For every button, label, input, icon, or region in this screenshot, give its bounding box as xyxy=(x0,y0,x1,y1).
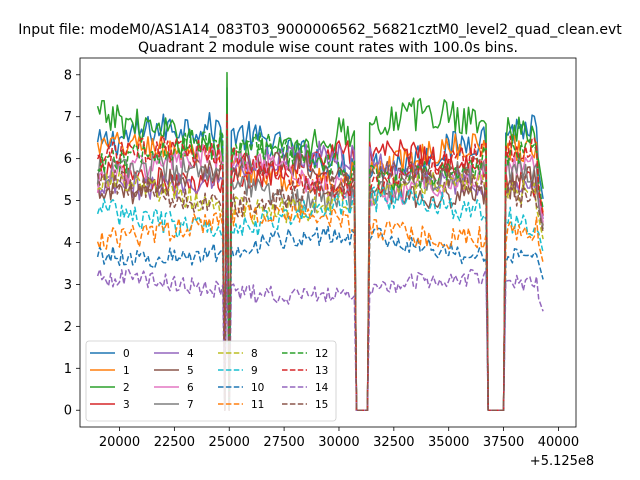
legend-label-12: 12 xyxy=(315,348,328,360)
x-tick-label: 27500 xyxy=(263,435,304,450)
y-axis: 0 1 2 3 4 5 6 7 8 xyxy=(64,68,80,419)
y-tick-label: 6 xyxy=(64,152,72,167)
series-line-14 xyxy=(96,258,544,411)
legend-label-1: 1 xyxy=(123,365,130,377)
y-tick-label: 2 xyxy=(64,320,72,335)
series-line-9 xyxy=(96,169,544,411)
series-line-13 xyxy=(96,112,544,411)
x-tick-label: 30000 xyxy=(318,435,359,450)
y-tick-label: 7 xyxy=(64,110,72,125)
y-tick-label: 8 xyxy=(64,68,72,83)
legend-label-14: 14 xyxy=(315,382,329,394)
legend-frame xyxy=(85,340,337,422)
legend-label-5: 5 xyxy=(187,365,194,377)
legend-label-9: 9 xyxy=(251,365,258,377)
legend-label-13: 13 xyxy=(315,365,328,377)
legend-label-11: 11 xyxy=(251,399,264,411)
x-tick-label: 35000 xyxy=(428,435,469,450)
legend-label-15: 15 xyxy=(315,399,328,411)
y-tick-label: 4 xyxy=(64,236,72,251)
y-tick-label: 3 xyxy=(64,278,72,293)
legend-label-10: 10 xyxy=(251,382,264,394)
series-layer xyxy=(96,71,544,411)
y-tick-label: 5 xyxy=(64,194,72,209)
y-tick-label: 0 xyxy=(64,404,72,419)
series-line-6 xyxy=(96,122,544,411)
legend-label-8: 8 xyxy=(251,348,258,360)
series-line-7 xyxy=(96,133,544,411)
chart-suptitle: Input file: modeM0/AS1A14_083T03_9000006… xyxy=(18,22,622,38)
x-tick-label: 32500 xyxy=(373,435,414,450)
x-tick-label: 20000 xyxy=(99,435,140,450)
legend-label-6: 6 xyxy=(187,382,194,394)
legend-label-0: 0 xyxy=(123,348,130,360)
x-axis: 20000 22500 25000 27500 30000 32500 35000 37500… xyxy=(99,427,579,450)
x-tick-label: 37500 xyxy=(483,435,524,450)
x-tick-label: 40000 xyxy=(538,435,579,450)
series-line-15 xyxy=(96,138,544,411)
x-tick-label: 25000 xyxy=(209,435,250,450)
legend-label-4: 4 xyxy=(187,348,194,360)
legend-label-7: 7 xyxy=(187,399,194,411)
x-offset-label: +5.125e8 xyxy=(530,454,594,469)
series-line-5 xyxy=(96,128,544,411)
legend-label-2: 2 xyxy=(123,382,130,394)
x-tick-label: 22500 xyxy=(154,435,195,450)
chart-title: Quadrant 2 module wise count rates with … xyxy=(138,40,518,56)
y-tick-label: 1 xyxy=(64,362,72,377)
legend-label-3: 3 xyxy=(123,399,130,411)
series-line-11 xyxy=(96,184,544,411)
series-line-10 xyxy=(96,209,544,411)
